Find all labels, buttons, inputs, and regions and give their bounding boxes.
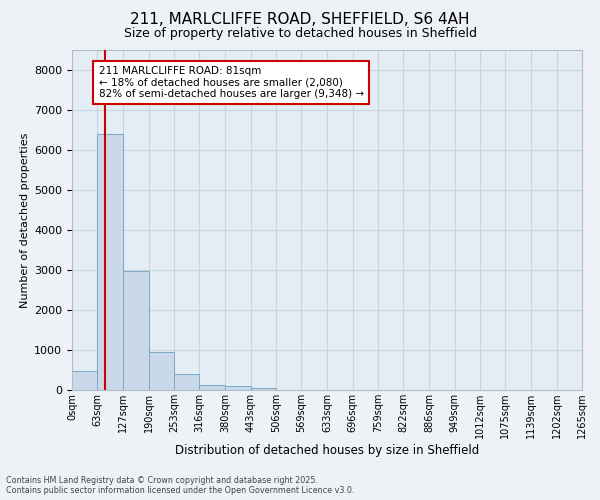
Bar <box>72 371 97 390</box>
Y-axis label: Number of detached properties: Number of detached properties <box>20 132 30 308</box>
Bar <box>251 388 276 390</box>
Bar <box>149 352 174 390</box>
Bar <box>199 385 225 390</box>
Text: 211, MARLCLIFFE ROAD, SHEFFIELD, S6 4AH: 211, MARLCLIFFE ROAD, SHEFFIELD, S6 4AH <box>130 12 470 28</box>
X-axis label: Distribution of detached houses by size in Sheffield: Distribution of detached houses by size … <box>175 444 479 457</box>
Bar <box>97 134 123 390</box>
Text: Contains HM Land Registry data © Crown copyright and database right 2025.
Contai: Contains HM Land Registry data © Crown c… <box>6 476 355 495</box>
Text: Size of property relative to detached houses in Sheffield: Size of property relative to detached ho… <box>124 28 476 40</box>
Bar <box>225 386 251 390</box>
Text: 211 MARLCLIFFE ROAD: 81sqm
← 18% of detached houses are smaller (2,080)
82% of s: 211 MARLCLIFFE ROAD: 81sqm ← 18% of deta… <box>98 66 364 99</box>
Bar <box>123 271 149 390</box>
Bar <box>174 374 199 390</box>
